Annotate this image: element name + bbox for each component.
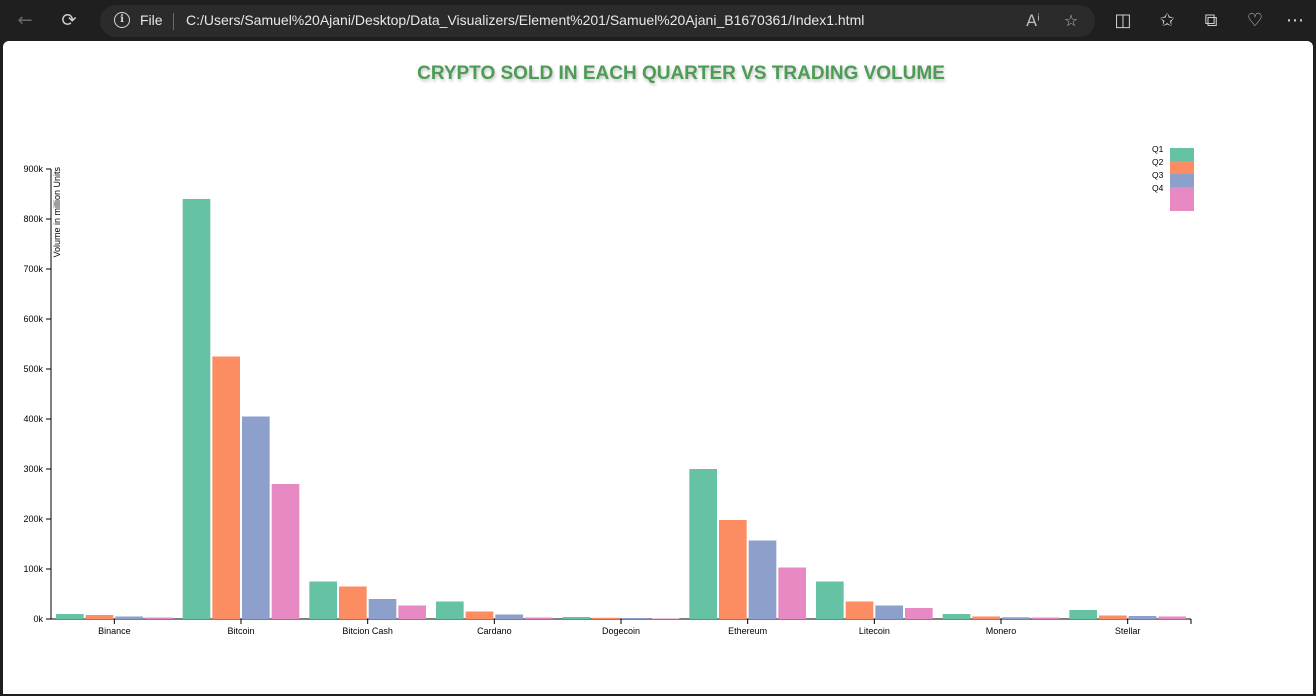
x-tick-label: Bitcoin [227,626,254,636]
y-tick-label: 900k [23,164,43,174]
x-tick-label: Cardano [477,626,512,636]
bar [689,469,717,619]
x-tick-label: Bitcion Cash [342,626,393,636]
bar [875,605,903,619]
bar [748,540,777,619]
bar [778,567,806,619]
legend-label: Q1 [1152,144,1164,154]
x-tick-label: Ethereum [728,626,767,636]
bar [398,605,426,619]
legend-label: Q3 [1152,170,1164,180]
bar [182,199,211,619]
bar [972,616,1000,619]
bar [525,617,553,619]
y-tick-label: 600k [23,314,43,324]
bar [115,616,143,619]
info-icon[interactable]: i [114,12,130,28]
y-tick-label: 500k [23,364,43,374]
bar [1031,617,1060,619]
y-tick-label: 100k [23,564,43,574]
bar [85,615,114,619]
bar [816,581,844,619]
legend-label: Q2 [1152,157,1164,167]
bar [212,356,240,619]
legend-label: Q4 [1152,183,1164,193]
bar [622,618,650,619]
split-screen-icon[interactable]: ◫ [1114,10,1132,31]
legend-swatch [1170,161,1194,174]
bar [1069,610,1097,619]
bar [592,617,620,619]
address-divider [173,13,174,30]
address-url[interactable]: C:/Users/Samuel%20Ajani/Desktop/Data_Vis… [186,12,865,28]
bar [368,599,397,619]
bar [242,416,270,619]
legend-swatch [1170,187,1194,211]
x-tick-label: Stellar [1115,626,1141,636]
refresh-icon[interactable]: ⟳ [61,10,77,31]
bar [465,611,494,619]
legend-swatch [1170,148,1194,161]
favorites-icon[interactable]: ✩ [1159,10,1175,31]
bar [942,614,971,619]
x-tick-label: Monero [986,626,1017,636]
collections-icon[interactable]: ⧉ [1204,10,1218,31]
bar [56,614,84,619]
x-tick-label: Litecoin [859,626,890,636]
bar [495,614,523,619]
bar [271,484,300,619]
address-scheme: File [140,12,163,28]
bar-chart: 0k 100k 200k 300k 400k 500k 600k 700k 800k 900k Vo… [23,164,1192,636]
chart-title: CRYPTO SOLD IN EACH QUARTER VS TRADING V… [417,63,945,84]
bar [1099,615,1127,619]
y-tick-label: 800k [23,214,43,224]
bar [719,520,747,619]
y-tick-label: 300k [23,464,43,474]
bar [145,617,173,619]
bar [1158,616,1186,619]
bar [905,608,933,619]
back-arrow-icon[interactable]: ← [17,10,33,31]
favorite-star-icon[interactable]: ☆ [1063,11,1079,30]
browser-essentials-icon[interactable]: ♡ [1246,10,1264,31]
y-tick-label: 400k [23,414,43,424]
x-tick-label: Dogecoin [602,626,640,636]
bar [651,618,680,619]
bar [436,601,464,619]
y-tick-label: 700k [23,264,43,274]
address-bar[interactable]: i File C:/Users/Samuel%20Ajani/Desktop/D… [100,5,1095,37]
y-tick-label: 200k [23,514,43,524]
bar [1002,617,1030,619]
bar [1128,616,1157,619]
more-icon[interactable]: ⋯ [1286,10,1304,31]
bar [339,586,367,619]
y-axis-label: Volume in million Units [52,167,62,258]
chart-legend: Q1 Q2 Q3 Q4 [1150,144,1200,212]
browser-toolbar: ← ⟳ i File C:/Users/Samuel%20Ajani/Deskt… [0,0,1316,41]
read-aloud-icon[interactable]: Aⁱ [1026,11,1040,30]
page-content: CRYPTO SOLD IN EACH QUARTER VS TRADING V… [3,41,1313,694]
y-tick-label: 0k [33,614,43,624]
x-tick-label: Binance [98,626,131,636]
bar [562,617,591,619]
bar [309,581,337,619]
bar [845,601,874,619]
legend-swatch [1170,174,1194,187]
